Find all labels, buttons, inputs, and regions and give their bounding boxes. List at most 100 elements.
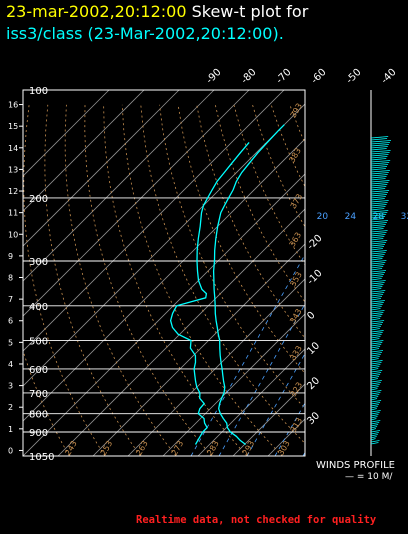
isotherm <box>23 90 145 212</box>
winds-profile <box>370 90 392 456</box>
height-tick-label: 9 <box>8 252 13 261</box>
wind-barb <box>370 294 384 297</box>
wind-barb <box>370 308 381 311</box>
wind-barb <box>370 204 387 207</box>
wind-barb <box>370 244 386 247</box>
isotherm <box>338 90 408 456</box>
wind-barb <box>370 264 385 267</box>
temp-tick-label-top: -80 <box>239 67 258 86</box>
wind-barb <box>370 178 386 181</box>
wind-barb <box>370 148 387 151</box>
height-tick-label: 2 <box>8 403 13 412</box>
isotherm <box>23 138 305 422</box>
wind-barb <box>370 410 381 413</box>
temp-tick-label-right: 10 <box>305 340 322 357</box>
mixing-ratio-line <box>274 402 305 456</box>
wind-barb <box>370 304 383 307</box>
dry-adiabat <box>84 104 212 456</box>
wind-barb <box>370 364 381 367</box>
wind-barb <box>370 198 385 201</box>
wind-barb <box>370 422 380 425</box>
wind-barb <box>370 202 388 205</box>
wind-barb <box>370 430 380 433</box>
pressure-tick-label: 400 <box>29 302 48 313</box>
temp-tick-label-top: -90 <box>204 67 223 86</box>
wind-barb <box>370 318 381 321</box>
height-tick-label: 15 <box>8 122 18 131</box>
wind-barb <box>370 440 380 443</box>
wind-barb <box>370 290 386 293</box>
title-label: Skew-t plot for <box>191 2 309 21</box>
wind-barb <box>370 258 383 261</box>
wind-barb <box>370 214 387 217</box>
wind-barb <box>370 166 388 169</box>
wind-barb <box>370 152 390 155</box>
wind-barb <box>370 434 378 437</box>
wind-barb <box>370 338 380 341</box>
wind-barb <box>370 156 388 159</box>
wind-barb <box>370 370 383 373</box>
wind-barb <box>370 136 389 139</box>
isotherm <box>127 278 305 456</box>
dry-adiabat-label: 353 <box>288 270 303 288</box>
wind-barb <box>370 390 382 393</box>
wind-barb <box>370 240 388 243</box>
wind-barb <box>370 360 383 363</box>
wind-barb <box>370 226 385 229</box>
wind-barb <box>370 160 391 163</box>
wind-barb <box>370 176 387 179</box>
temperature-trace <box>212 124 285 446</box>
wind-barb <box>370 248 383 251</box>
wind-barb <box>370 260 387 263</box>
wind-barb <box>370 394 380 397</box>
dry-adiabat-label: 253 <box>99 439 114 457</box>
dry-adiabat-label: 343 <box>288 307 303 325</box>
temp-tick-label-top: -60 <box>309 67 328 86</box>
wind-barb <box>370 216 386 219</box>
wind-barb <box>370 412 380 415</box>
pressure-tick-label: 800 <box>29 410 48 421</box>
wind-barb <box>370 282 385 285</box>
dry-adiabat-label: 333 <box>288 344 303 362</box>
isotherm <box>23 90 215 282</box>
wind-barb <box>370 162 390 165</box>
mixing-ratio-label: 24 <box>345 212 357 222</box>
wind-barb <box>370 144 389 147</box>
wind-barb <box>370 330 384 333</box>
winds-profile-label: WINDS PROFILE <box>316 460 395 471</box>
isotherm <box>23 103 305 387</box>
wind-barb <box>370 386 379 389</box>
dry-adiabat <box>308 105 408 456</box>
wind-barb <box>370 300 385 303</box>
wind-barb <box>370 200 389 203</box>
wind-barb <box>370 320 385 323</box>
dry-adiabat <box>44 104 141 456</box>
wind-barb <box>370 190 390 193</box>
wind-barb <box>370 310 385 313</box>
pressure-tick-label: 900 <box>29 428 48 439</box>
mixing-ratio-line <box>218 303 305 456</box>
wind-barb <box>370 342 383 345</box>
wind-barb <box>370 142 390 145</box>
height-tick-label: 14 <box>8 144 18 153</box>
dry-adiabat-label: 363 <box>288 231 303 249</box>
wind-barb <box>370 382 381 385</box>
mixing-ratio-line <box>246 352 305 456</box>
wind-barb <box>370 348 380 351</box>
wind-barb <box>370 414 379 417</box>
dry-adiabat <box>383 105 408 456</box>
isotherm <box>162 313 305 456</box>
wind-barb <box>370 392 381 395</box>
wind-barb <box>370 374 381 377</box>
isotherm <box>23 90 285 352</box>
temp-tick-label-right: 0 <box>305 310 317 322</box>
wind-barb <box>370 432 379 435</box>
chart-traces <box>169 124 285 446</box>
wind-barb <box>370 218 385 221</box>
mixing-ratio-label: 32 <box>401 212 408 222</box>
wind-barb <box>370 262 386 265</box>
wind-barb <box>370 254 385 257</box>
chart-axis-labels: 1002003004005006007008009001050012345678… <box>8 67 408 463</box>
isotherm <box>23 173 305 456</box>
dry-adiabat-label: 283 <box>205 439 220 457</box>
